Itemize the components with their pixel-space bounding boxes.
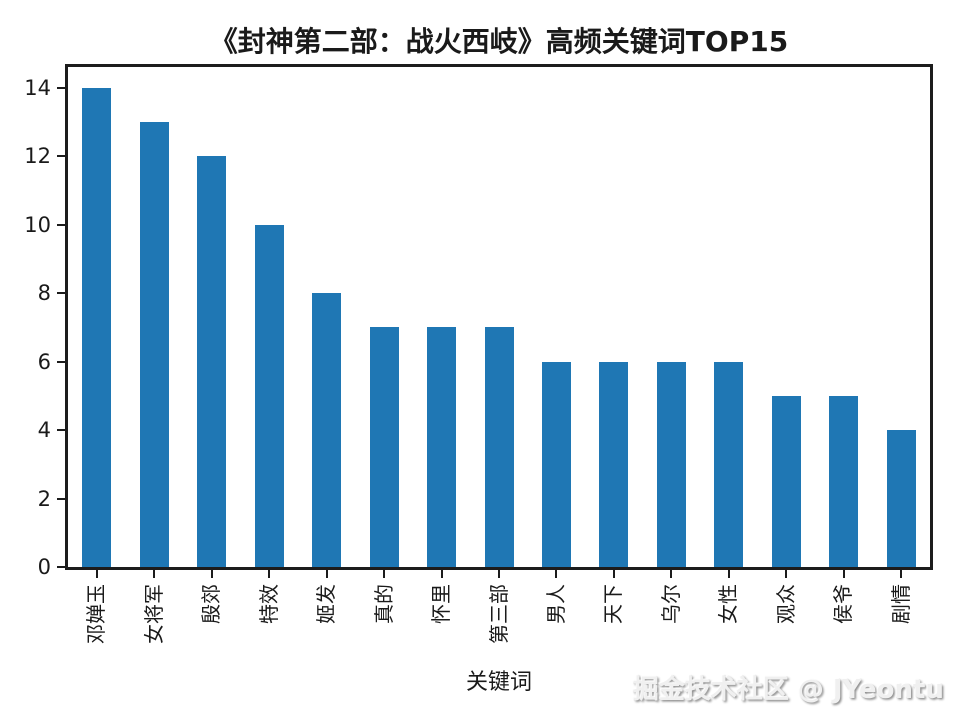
- x-tick-mark: [785, 570, 788, 578]
- x-tick-label-text: 怀里: [429, 584, 454, 624]
- bar: [771, 395, 801, 567]
- bar: [369, 327, 399, 567]
- bar: [139, 121, 169, 567]
- x-tick-label-text: 殷郊: [199, 584, 224, 624]
- bar: [82, 87, 112, 567]
- x-tick-label-text: 姬发: [314, 584, 339, 624]
- y-tick-mark: [57, 155, 65, 158]
- bar: [599, 361, 629, 567]
- x-tick-mark: [612, 570, 615, 578]
- x-tick-mark: [842, 570, 845, 578]
- y-tick-mark: [57, 566, 65, 568]
- x-tick-mark: [210, 570, 213, 578]
- y-tick-mark: [57, 497, 65, 500]
- y-tick-mark: [57, 223, 65, 226]
- x-tick-label-text: 真的: [371, 584, 396, 624]
- y-tick-label: 2: [37, 486, 51, 511]
- y-tick-label: 12: [24, 144, 51, 169]
- bar: [197, 156, 227, 567]
- x-tick-label-text: 观众: [773, 584, 798, 624]
- x-tick-mark: [153, 570, 156, 578]
- x-tick-label-text: 乌尔: [658, 584, 683, 624]
- plot-area: [65, 64, 933, 570]
- x-tick-mark: [325, 570, 328, 578]
- bar: [254, 224, 284, 567]
- bar: [484, 327, 514, 567]
- y-tick-mark: [57, 360, 65, 363]
- y-tick-mark: [57, 292, 65, 295]
- x-tick-label-text: 侯爷: [831, 584, 856, 624]
- x-tick-mark: [555, 570, 558, 578]
- watermark: 掘金技术社区 @ JYeontu: [632, 675, 944, 705]
- y-tick-label: 8: [37, 281, 51, 306]
- x-tick-label-text: 天下: [601, 584, 626, 624]
- bar: [886, 430, 916, 567]
- x-tick-label-text: 第三部: [486, 584, 511, 644]
- x-tick-mark: [383, 570, 386, 578]
- x-tick-label-text: 女将军: [141, 584, 166, 644]
- bar: [656, 361, 686, 567]
- bar: [312, 293, 342, 567]
- bar: [829, 395, 859, 567]
- bar: [541, 361, 571, 567]
- x-tick-label-text: 剧情: [888, 584, 913, 624]
- x-tick-mark: [440, 570, 443, 578]
- bar: [714, 361, 744, 567]
- x-tick-label-text: 男人: [543, 584, 568, 624]
- x-tick-mark: [95, 570, 98, 578]
- y-tick-mark: [57, 429, 65, 431]
- x-axis-label: 关键词: [465, 670, 532, 695]
- y-tick-label: 6: [37, 349, 51, 374]
- x-tick-mark: [498, 570, 500, 578]
- y-tick-label: 14: [24, 75, 51, 100]
- y-tick-label: 4: [37, 418, 51, 442]
- x-tick-mark: [900, 570, 903, 578]
- y-tick-label: 0: [37, 555, 51, 579]
- x-tick-label-text: 女性: [716, 584, 741, 624]
- x-tick-mark: [268, 570, 271, 578]
- x-tick-mark: [670, 570, 673, 578]
- x-tick-label-text: 特效: [256, 584, 281, 624]
- x-tick-label-text: 邓婵玉: [84, 584, 109, 644]
- y-tick-mark: [57, 86, 65, 89]
- bar: [427, 327, 457, 567]
- y-tick-label: 10: [24, 212, 51, 237]
- x-tick-mark: [727, 570, 730, 578]
- chart-title: 《封神第二部：战火西岐》高频关键词TOP15: [209, 25, 789, 58]
